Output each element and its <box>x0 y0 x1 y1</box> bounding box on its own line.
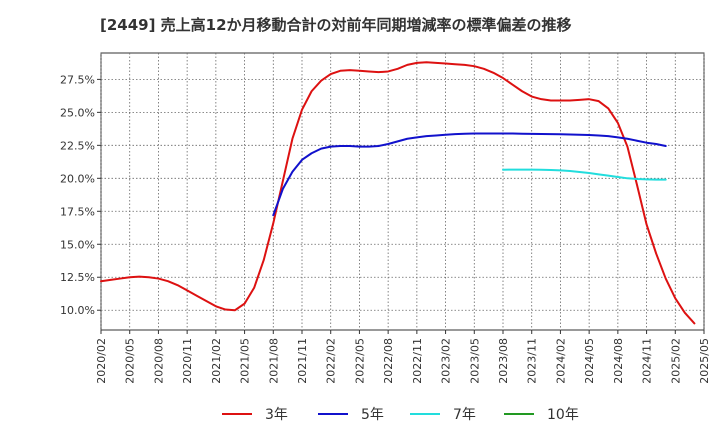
x-tick-label: 2024/11 <box>641 338 654 384</box>
y-axis-ticks: 10.0% 12.5% 15.0% 17.5% 20.0% 22.5% 25.0% 27.5% <box>60 73 101 317</box>
legend-label: 7年 <box>453 407 476 423</box>
y-tick-label: 22.5% <box>60 139 95 152</box>
x-tick-label: 2023/08 <box>497 338 510 384</box>
chart-title: [2449] 売上高12か月移動合計の対前年同期増減率の標準偏差の推移 <box>100 16 572 34</box>
legend: 3年 5年 7年 10年 <box>222 407 579 423</box>
x-tick-label: 2024/05 <box>583 338 596 384</box>
grid-lines <box>100 53 705 330</box>
x-tick-label: 2021/05 <box>239 338 252 384</box>
x-tick-label: 2023/02 <box>440 338 453 384</box>
x-tick-label: 2021/08 <box>267 338 280 384</box>
y-tick-label: 27.5% <box>60 73 95 86</box>
x-axis-ticks: 2020/02 2020/05 2020/08 2020/11 2021/02 2021/… <box>95 330 711 384</box>
x-tick-label: 2020/05 <box>124 338 137 384</box>
y-tick-label: 15.0% <box>60 238 95 251</box>
x-tick-label: 2025/02 <box>669 338 682 384</box>
series-line-3年 <box>100 61 696 325</box>
legend-item: 7年 <box>410 407 476 423</box>
legend-item: 3年 <box>222 407 288 423</box>
x-tick-label: 2022/08 <box>382 338 395 384</box>
legend-label: 10年 <box>547 407 579 423</box>
x-tick-label: 2023/05 <box>468 338 481 384</box>
x-tick-label: 2024/02 <box>554 338 567 384</box>
x-tick-label: 2023/11 <box>526 338 539 384</box>
y-tick-label: 10.0% <box>60 304 95 317</box>
series-lines <box>100 61 696 325</box>
x-tick-label: 2022/05 <box>353 338 366 384</box>
y-tick-label: 25.0% <box>60 106 95 119</box>
x-tick-label: 2022/11 <box>411 338 424 384</box>
y-tick-label: 20.0% <box>60 172 95 185</box>
x-tick-label: 2021/11 <box>296 338 309 384</box>
x-tick-label: 2020/11 <box>181 338 194 384</box>
x-tick-label: 2022/02 <box>325 338 338 384</box>
x-tick-label: 2021/02 <box>210 338 223 384</box>
legend-item: 10年 <box>504 407 579 423</box>
x-tick-label: 2020/08 <box>152 338 165 384</box>
x-tick-label: 2025/05 <box>698 338 711 384</box>
legend-label: 5年 <box>361 407 384 423</box>
y-tick-label: 17.5% <box>60 205 95 218</box>
legend-item: 5年 <box>318 407 384 423</box>
series-line-5年 <box>272 132 667 217</box>
x-tick-label: 2020/02 <box>95 338 108 384</box>
legend-label: 3年 <box>265 407 288 423</box>
plot-area-border <box>100 52 705 331</box>
y-tick-label: 12.5% <box>60 271 95 284</box>
series-line-7年 <box>502 168 667 181</box>
x-tick-label: 2024/08 <box>612 338 625 384</box>
